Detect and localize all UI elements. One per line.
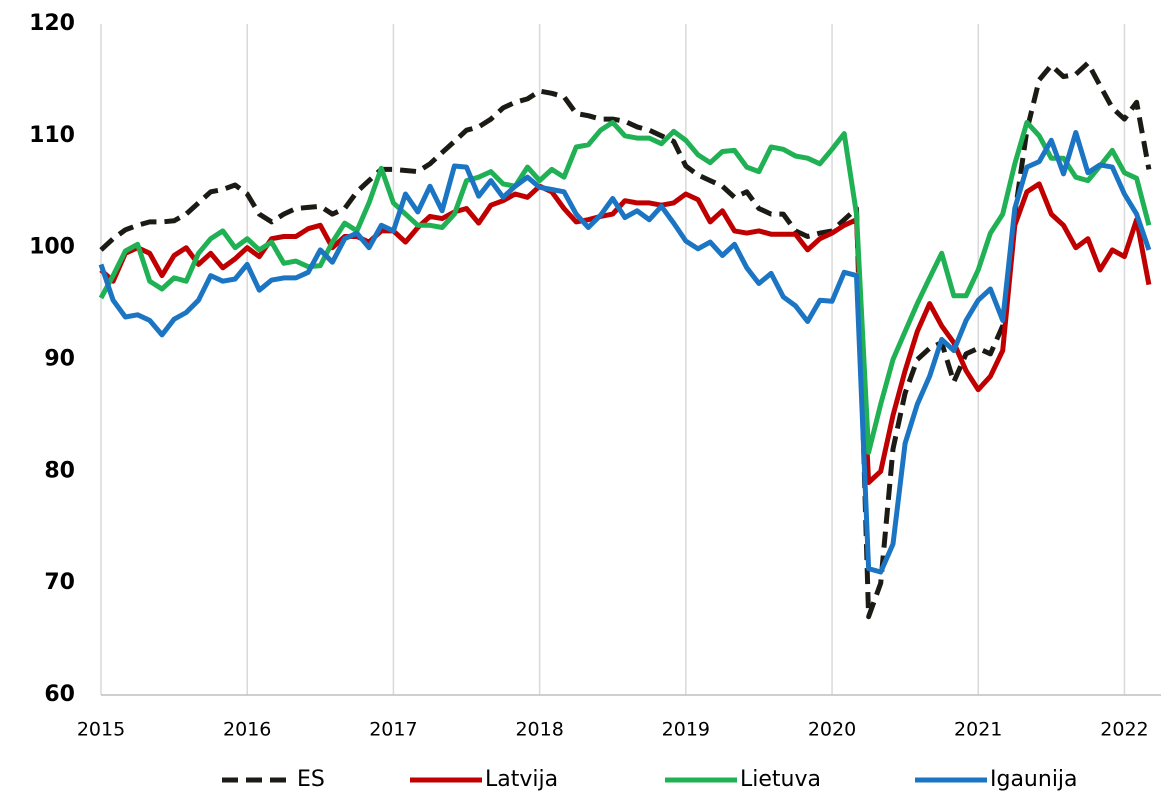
x-tick-label: 2021 <box>954 719 1002 741</box>
x-tick-label: 2020 <box>808 719 856 741</box>
line <box>98 119 1152 455</box>
x-tick-label: 2018 <box>515 719 563 741</box>
y-tick-label: 110 <box>29 123 75 148</box>
y-tick-label: 80 <box>44 458 75 483</box>
line <box>98 130 1152 575</box>
y-tick-label: 60 <box>44 682 75 707</box>
x-tick-label: 2022 <box>1100 719 1148 741</box>
legend-label: Igaunija <box>990 767 1078 792</box>
x-tick-label: 2016 <box>223 719 271 741</box>
x-tick-label: 2017 <box>369 719 417 741</box>
y-tick-label: 120 <box>29 11 75 36</box>
legend-label: Lietuva <box>740 767 821 792</box>
legend-label: ES <box>297 767 325 792</box>
y-tick-label: 90 <box>44 347 75 372</box>
legend-label: Latvija <box>485 767 558 792</box>
line <box>99 60 1152 620</box>
line <box>99 181 1152 485</box>
y-tick-label: 100 <box>29 235 75 260</box>
x-tick-label: 2019 <box>662 719 710 741</box>
y-tick-label: 70 <box>44 570 75 595</box>
x-tick-label: 2015 <box>77 719 125 741</box>
